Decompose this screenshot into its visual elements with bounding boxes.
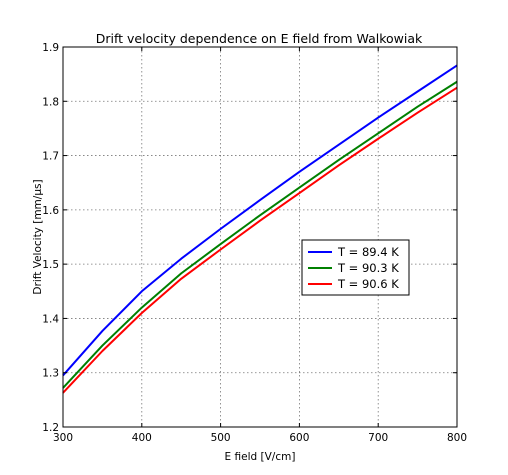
y-tick-label: 1.3 <box>42 368 59 380</box>
series-line-2 <box>62 80 458 389</box>
legend: T = 89.4 K T = 90.3 K T = 90.6 K <box>301 239 410 296</box>
y-tick-label: 1.5 <box>42 259 59 271</box>
x-tick-label: 700 <box>368 432 388 444</box>
x-tick-label: 300 <box>53 432 73 444</box>
legend-label: T = 90.6 K <box>337 277 399 291</box>
legend-label: T = 89.4 K <box>337 245 399 259</box>
x-tick-label: 500 <box>211 432 231 444</box>
series-line-3 <box>62 86 458 394</box>
series-line-1 <box>62 64 458 377</box>
y-axis-label: Drift Velocity [mm/µs] <box>32 179 44 294</box>
y-tick-label: 1.6 <box>42 205 59 217</box>
y-tick-label: 1.9 <box>42 42 59 54</box>
x-axis-label: E field [V/cm] <box>225 451 296 463</box>
legend-label: T = 90.3 K <box>337 261 399 275</box>
x-tick-label: 600 <box>289 432 309 444</box>
y-tick-label: 1.4 <box>42 313 59 325</box>
series-lines <box>62 64 458 394</box>
y-tick-label: 1.7 <box>42 151 59 163</box>
axis-ticks: 300 400 500 600 700 800 1.2 1.3 1.4 1.5 1.6 1.7 1.8 1… <box>42 42 467 444</box>
y-tick-label: 1.2 <box>42 422 59 434</box>
plot-frame <box>62 46 458 428</box>
x-tick-label: 400 <box>132 432 152 444</box>
y-tick-label: 1.8 <box>42 96 59 108</box>
chart-title: Drift velocity dependence on E field fro… <box>96 31 423 46</box>
x-tick-label: 800 <box>447 432 467 444</box>
